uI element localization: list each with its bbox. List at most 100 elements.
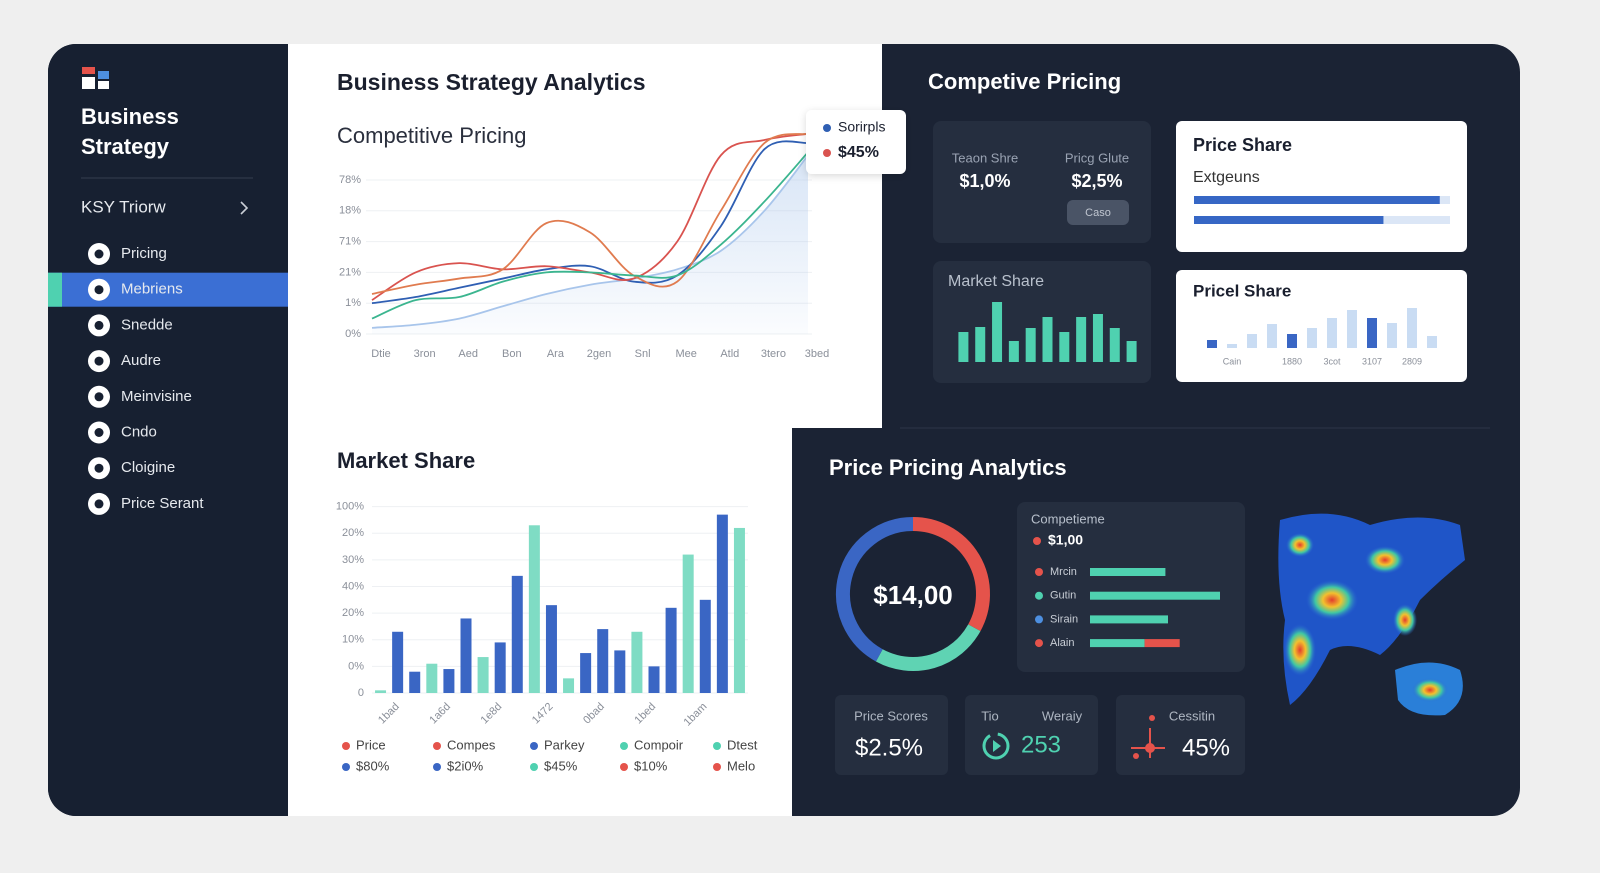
bar xyxy=(1347,310,1357,348)
bar xyxy=(460,618,472,693)
menu-item[interactable]: Pricing xyxy=(121,245,167,262)
panel-title: Competive Pricing xyxy=(928,69,1121,94)
kpi-card xyxy=(965,695,1098,775)
menu-item[interactable]: Snedde xyxy=(121,316,173,333)
x-tick-label: Bon xyxy=(502,348,522,360)
kpi-card xyxy=(1116,695,1245,775)
bar xyxy=(511,575,523,693)
bar xyxy=(631,631,643,693)
bar xyxy=(975,327,986,362)
legend-label: Compoir xyxy=(634,737,684,752)
legend-label: $10% xyxy=(634,758,668,773)
legend-marker xyxy=(530,742,538,750)
y-tick-label: 0 xyxy=(358,687,364,699)
legend-marker xyxy=(1035,615,1043,624)
menu-icon-glyph[interactable] xyxy=(94,285,104,295)
button[interactable] xyxy=(1067,200,1129,225)
menu-icon-glyph[interactable] xyxy=(94,499,104,509)
y-tick-label: 20% xyxy=(342,527,364,539)
menu-icon-glyph[interactable] xyxy=(94,463,104,473)
legend-box xyxy=(806,110,906,174)
button-label[interactable]: Caso xyxy=(1085,207,1111,219)
x-tick-label: 3cot xyxy=(1323,356,1341,366)
legend-marker xyxy=(1035,568,1043,576)
line xyxy=(371,140,809,305)
kpi-value: 45% xyxy=(1182,734,1230,761)
progress-bar xyxy=(1194,216,1384,224)
bar xyxy=(1090,615,1168,624)
y-tick-label: 18% xyxy=(339,205,361,217)
bar xyxy=(682,554,694,693)
bar xyxy=(1367,318,1377,348)
chart-title: Competitive Pricing xyxy=(337,123,527,148)
legend-label: $80% xyxy=(356,758,390,773)
competition-card xyxy=(1017,502,1245,672)
chart-title: Market Share xyxy=(948,273,1044,290)
legend-marker xyxy=(433,742,441,750)
legend-marker xyxy=(1035,639,1043,648)
menu-icon-glyph[interactable] xyxy=(94,320,104,330)
menu-item[interactable]: Mebriens xyxy=(121,281,183,298)
menu-icon-glyph[interactable] xyxy=(94,428,104,437)
bar xyxy=(699,599,711,693)
bar xyxy=(392,631,404,693)
row-label: Mrcin xyxy=(1050,566,1077,578)
bar xyxy=(545,605,557,693)
kpi-label: Weraiy xyxy=(1042,708,1083,723)
line xyxy=(371,151,809,320)
x-tick-label: Cain xyxy=(1223,356,1242,366)
bar xyxy=(1427,336,1437,348)
bar xyxy=(528,525,540,693)
x-tick-label: 3tero xyxy=(761,348,786,360)
legend-marker xyxy=(620,742,628,750)
bar xyxy=(1287,334,1297,348)
line xyxy=(371,154,809,329)
sidebar-section[interactable]: KSY Triorw xyxy=(81,197,166,216)
bar xyxy=(409,671,421,693)
y-tick-label: 78% xyxy=(339,174,361,186)
menu-item[interactable]: Price Serant xyxy=(121,495,204,512)
menu-icon-glyph[interactable] xyxy=(94,392,104,402)
bar xyxy=(1307,328,1317,348)
bar xyxy=(1059,332,1070,362)
legend-marker xyxy=(530,763,538,771)
legend-label: Dtest xyxy=(727,737,758,752)
bar xyxy=(1090,639,1145,648)
bar xyxy=(1267,324,1277,348)
x-tick-label: 2809 xyxy=(1402,356,1422,366)
panel-title: Price Pricing Analytics xyxy=(829,455,1067,480)
menu-item[interactable]: Cloigine xyxy=(121,459,175,476)
legend-marker xyxy=(342,763,350,771)
bar xyxy=(1090,591,1220,600)
menu-item[interactable]: Meinvisine xyxy=(121,388,192,405)
menu-item[interactable]: Audre xyxy=(121,352,161,369)
bar xyxy=(1144,639,1180,648)
y-tick-label: 0% xyxy=(345,328,361,340)
page-title: Business Strategy Analytics xyxy=(337,69,646,95)
bar xyxy=(1109,328,1120,362)
menu-icon-glyph[interactable] xyxy=(94,356,104,366)
bar xyxy=(1126,341,1137,362)
y-tick-label: 30% xyxy=(342,554,364,566)
y-tick-label: 1% xyxy=(345,297,361,309)
line xyxy=(371,132,809,295)
legend-marker xyxy=(713,763,721,771)
chart-subtitle: Extgeuns xyxy=(1193,169,1260,186)
bar xyxy=(477,657,489,693)
x-tick-label: 3ron xyxy=(414,348,436,360)
bar xyxy=(665,607,677,693)
bar xyxy=(1092,314,1103,362)
menu-icon-glyph[interactable] xyxy=(94,249,104,259)
x-tick-label: Snl xyxy=(635,348,651,360)
chevron[interactable] xyxy=(240,201,249,215)
x-tick-label: 3107 xyxy=(1362,356,1382,366)
bar xyxy=(716,514,728,693)
y-tick-label: 40% xyxy=(342,580,364,592)
stat-label: Teaon Shre xyxy=(952,150,1019,165)
chart-value: $1,00 xyxy=(1048,532,1083,548)
menu-item[interactable]: Cndo xyxy=(121,423,157,440)
legend-label: $45% xyxy=(544,758,578,773)
bar xyxy=(1008,341,1019,362)
x-tick-label: Dtie xyxy=(371,348,391,360)
x-tick-label: Ara xyxy=(547,348,565,360)
